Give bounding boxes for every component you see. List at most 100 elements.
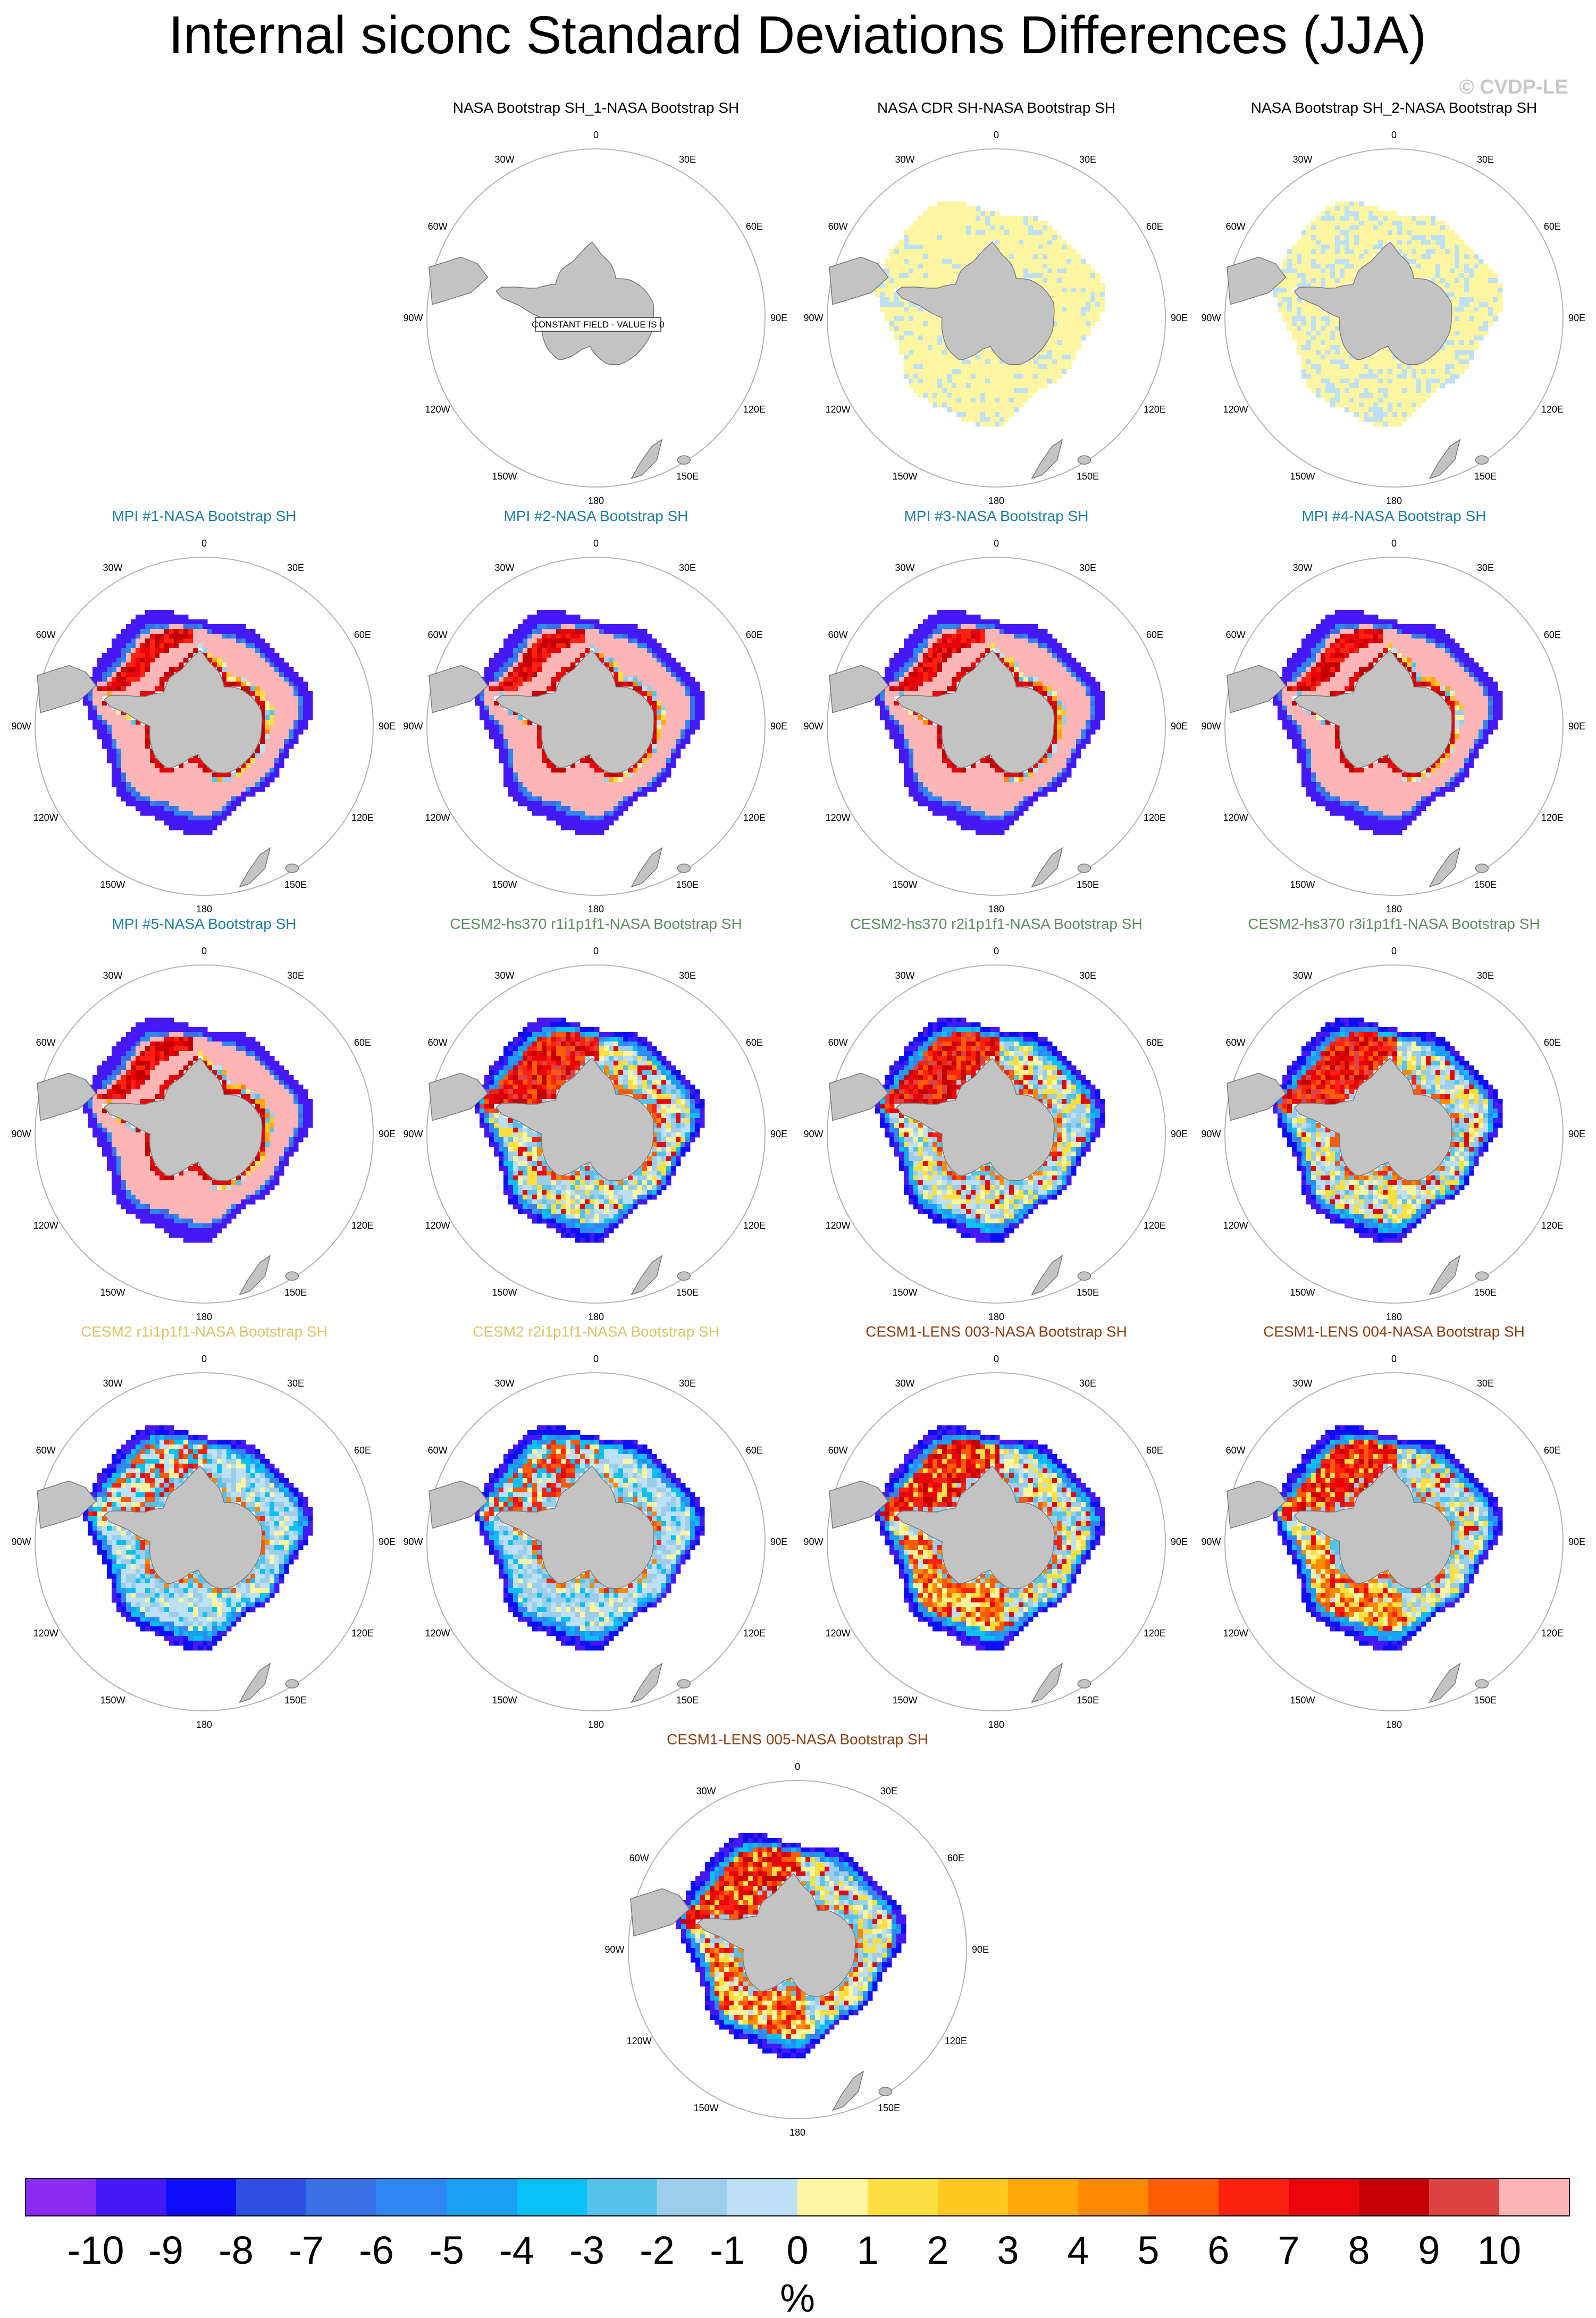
grid-cell	[131, 782, 136, 787]
grid-cell	[1431, 374, 1436, 379]
grid-cell	[1383, 422, 1388, 427]
grid-cell	[1354, 249, 1359, 255]
grid-cell	[131, 691, 136, 696]
grid-cell	[193, 825, 198, 830]
grid-cell	[174, 662, 179, 668]
grid-cell	[676, 725, 681, 730]
grid-cell	[585, 806, 590, 811]
grid-cell	[899, 350, 904, 355]
grid-cell	[971, 225, 976, 231]
grid-cell	[1421, 364, 1426, 369]
grid-cell	[913, 634, 919, 639]
grid-cell	[140, 772, 146, 778]
grid-cell	[140, 619, 146, 625]
grid-cell	[1450, 297, 1455, 303]
grid-cell	[999, 369, 1005, 374]
grid-cell	[570, 796, 576, 802]
grid-cell	[193, 624, 198, 629]
grid-cell	[685, 706, 691, 711]
grid-cell	[1493, 278, 1498, 283]
grid-cell	[609, 648, 614, 653]
grid-cell	[236, 768, 241, 773]
grid-cell	[503, 639, 509, 644]
grid-cell	[1066, 249, 1072, 255]
grid-cell	[637, 792, 643, 797]
grid-cell	[1402, 388, 1407, 393]
grid-cell	[918, 240, 923, 245]
grid-cell	[136, 667, 141, 673]
grid-cell	[913, 268, 919, 274]
grid-cell	[270, 777, 275, 783]
grid-cell	[647, 634, 652, 639]
grid-cell	[1014, 667, 1019, 673]
grid-cell	[1057, 245, 1062, 250]
longitude-label: 180	[1386, 495, 1402, 506]
grid-cell	[174, 619, 179, 625]
grid-cell	[1047, 259, 1053, 264]
grid-cell	[1033, 221, 1038, 226]
grid-cell	[1474, 297, 1479, 303]
grid-cell	[226, 634, 232, 639]
grid-cell	[633, 768, 638, 773]
grid-cell	[657, 777, 662, 783]
grid-cell	[126, 777, 131, 783]
grid-cell	[93, 715, 98, 720]
grid-cell	[527, 648, 533, 653]
grid-cell	[174, 629, 179, 634]
grid-cell	[937, 230, 943, 236]
map-panel: MPI #2-NASA Bootstrap SH030E60E90E120E15…	[403, 508, 787, 914]
grid-cell	[1086, 302, 1091, 307]
grid-cell	[1047, 240, 1053, 245]
grid-cell	[255, 648, 261, 653]
grid-cell	[1364, 216, 1369, 221]
grid-cell	[952, 402, 957, 408]
grid-cell	[976, 619, 981, 625]
grid-cell	[1354, 245, 1359, 250]
grid-cell	[594, 796, 600, 802]
grid-cell	[980, 225, 986, 231]
grid-cell	[609, 816, 614, 821]
grid-cell	[274, 729, 280, 735]
grid-cell	[236, 787, 241, 792]
grid-cell	[999, 624, 1005, 629]
grid-cell	[961, 221, 967, 226]
grid-cell	[1373, 398, 1379, 403]
longitude-label: 150E	[676, 471, 699, 482]
grid-cell	[599, 634, 604, 639]
grid-cell	[1345, 201, 1350, 207]
grid-cell	[179, 768, 184, 773]
grid-cell	[657, 677, 662, 682]
longitude-label: 120W	[425, 812, 450, 823]
grid-cell	[255, 686, 261, 692]
grid-cell	[289, 729, 294, 735]
grid-cell	[647, 749, 652, 754]
grid-cell	[1052, 321, 1057, 326]
grid-cell	[1316, 245, 1321, 250]
grid-cell	[1373, 225, 1379, 231]
panel-title: MPI #3-NASA Bootstrap SH	[904, 508, 1088, 524]
grid-cell	[885, 302, 890, 307]
grid-cell	[976, 412, 981, 417]
grid-cell	[193, 639, 198, 644]
grid-cell	[913, 221, 919, 226]
grid-cell	[661, 662, 667, 668]
grid-cell	[508, 725, 514, 730]
grid-cell	[112, 662, 117, 668]
grid-cell	[1364, 254, 1369, 259]
grid-cell	[236, 643, 241, 649]
grid-cell	[671, 672, 676, 677]
grid-cell	[990, 629, 995, 634]
grid-cell	[1043, 254, 1048, 259]
grid-cell	[985, 379, 990, 384]
grid-cell	[909, 312, 914, 317]
grid-cell	[169, 792, 174, 797]
grid-cell	[556, 677, 561, 682]
grid-cell	[556, 634, 561, 639]
grid-cell	[1445, 254, 1450, 259]
grid-cell	[956, 615, 962, 620]
grid-cell	[928, 379, 933, 384]
grid-cell	[913, 302, 919, 307]
grid-cell	[556, 820, 561, 826]
grid-cell	[657, 710, 662, 716]
grid-cell	[1301, 268, 1307, 274]
